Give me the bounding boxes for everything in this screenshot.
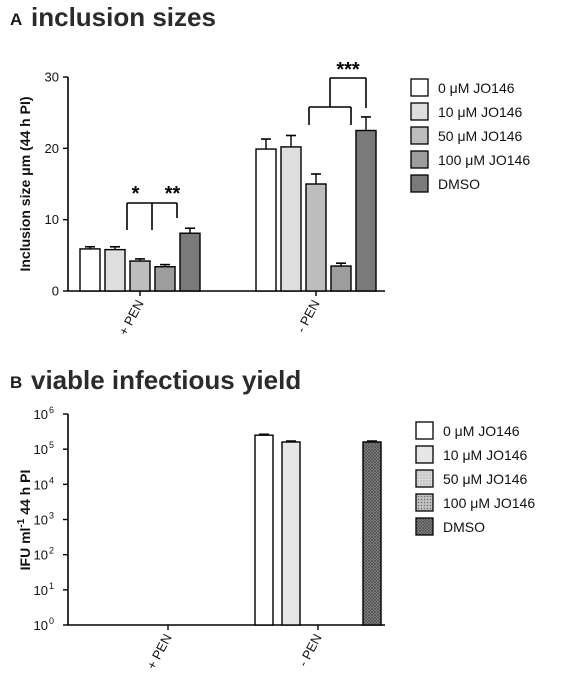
legend-swatch [415, 517, 434, 536]
legend-swatch [415, 469, 434, 488]
x-category-label: - PEN [295, 631, 325, 669]
panel-a: A inclusion sizes Inclusion size μm (44 … [10, 2, 530, 338]
significance-label: *** [336, 59, 360, 81]
y-tick-label: 10 [45, 212, 59, 227]
bar [104, 248, 126, 292]
bar [355, 129, 377, 292]
panel-a-letter: A [10, 10, 22, 29]
y-tick-label: 10 [34, 618, 48, 633]
bar [280, 146, 302, 292]
panel-b-y-axis-label: IFU ml-1 44 h PI [16, 470, 33, 571]
y-tick-exponent: 4 [49, 475, 54, 485]
bar [330, 265, 352, 292]
legend-label: DMSO [438, 176, 480, 192]
y-tick-label: 10 [34, 513, 48, 528]
panel-b-title: viable infectious yield [31, 365, 301, 395]
legend-label: 100 μM JO146 [443, 495, 535, 511]
bar [154, 266, 176, 292]
y-tick-label: 30 [45, 70, 59, 85]
panel-a-significance: * ***** [126, 59, 367, 230]
legend-swatch [410, 126, 429, 145]
y-tick-label: 10 [34, 407, 48, 422]
y-tick-exponent: 2 [49, 546, 54, 556]
y-tick-exponent: 6 [49, 405, 54, 415]
legend-label: DMSO [443, 519, 485, 535]
panel-b: B viable infectious yield IFU ml-1 44 h … [10, 365, 535, 672]
panel-a-title: inclusion sizes [31, 2, 216, 32]
legend-swatch [415, 493, 434, 512]
y-tick-exponent: 3 [49, 511, 54, 521]
x-category-label: - PEN [293, 297, 323, 335]
legend-swatch [410, 102, 429, 121]
panel-a-y-axis-label: Inclusion size μm (44 h PI) [17, 96, 33, 271]
panel-a-bars [79, 116, 377, 292]
legend-label: 50 μM JO146 [443, 471, 528, 487]
bar [129, 260, 151, 292]
panel-a-axes: 0 10 20 30 + PEN - PEN [45, 70, 385, 338]
legend-label: 100 μM JO146 [438, 152, 530, 168]
y-tick-label: 10 [34, 477, 48, 492]
bar [255, 148, 277, 292]
legend-swatch [410, 174, 429, 193]
x-category-label: + PEN [116, 297, 147, 338]
panel-a-legend: 0 μM JO146 10 μM JO146 50 μM JO146 100 μM J… [410, 78, 530, 193]
legend-swatch [415, 445, 434, 464]
bar [179, 232, 201, 292]
legend-swatch [410, 78, 429, 97]
bar [305, 183, 327, 292]
y-tick-label: 10 [34, 442, 48, 457]
panel-b-bars [254, 433, 382, 626]
panel-b-letter: B [10, 373, 22, 392]
y-tick-label: 20 [45, 141, 59, 156]
panel-b-legend: 0 μM JO146 10 μM JO146 50 μM JO146 100 μM J… [415, 421, 535, 536]
significance-label: ** [165, 183, 181, 205]
bar [79, 248, 101, 292]
legend-swatch [415, 421, 434, 440]
y-tick-label: 10 [34, 548, 48, 563]
y-tick-exponent: 1 [49, 581, 54, 591]
legend-swatch [410, 150, 429, 169]
legend-label: 10 μM JO146 [443, 447, 528, 463]
legend-label: 50 μM JO146 [438, 128, 523, 144]
y-tick-label: 0 [52, 284, 59, 299]
legend-label: 0 μM JO146 [443, 423, 520, 439]
y-tick-exponent: 5 [49, 440, 54, 450]
y-tick-exponent: 0 [49, 616, 54, 626]
legend-label: 0 μM JO146 [438, 80, 515, 96]
bar [362, 441, 382, 626]
legend-label: 10 μM JO146 [438, 104, 523, 120]
significance-label: * [132, 183, 140, 205]
bar [281, 441, 301, 626]
bar [254, 434, 274, 626]
x-category-label: + PEN [144, 631, 175, 672]
y-tick-label: 10 [34, 583, 48, 598]
